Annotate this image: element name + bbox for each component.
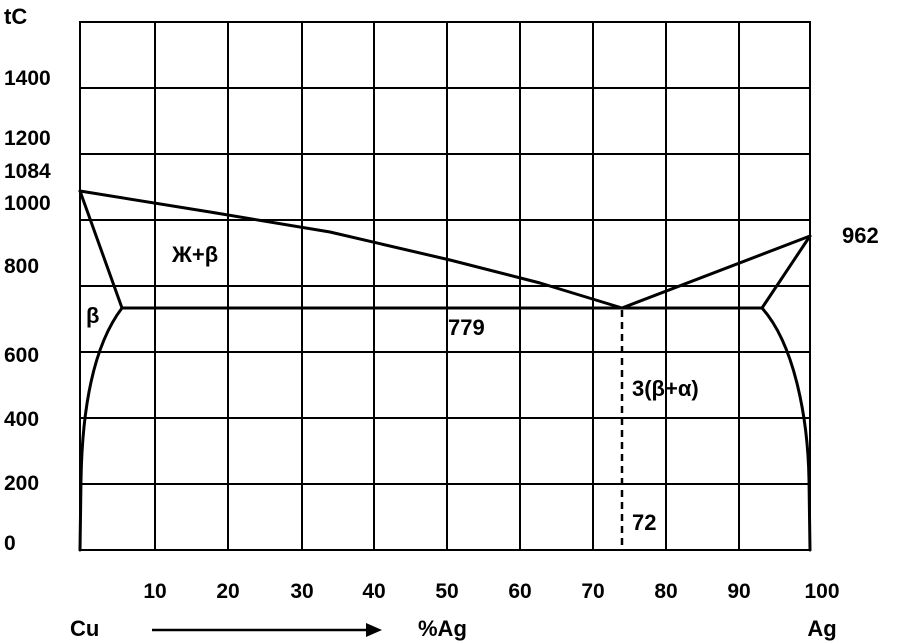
region-eutectic-mixture: 3(β+α) <box>632 376 699 401</box>
x-tick: 40 <box>362 580 385 603</box>
x-tick: 30 <box>290 580 313 603</box>
x-axis-label: %Ag <box>418 616 467 641</box>
y-tick: 1200 <box>4 127 51 150</box>
ag-melting-point-label: 962 <box>842 223 879 248</box>
eutectic-temperature-label: 779 <box>448 315 485 340</box>
right-component-label: Ag <box>807 616 836 641</box>
y-ticks: 1400 1200 1084 1000 800 600 400 200 0 <box>4 67 51 555</box>
eutectic-composition-label: 72 <box>632 510 656 535</box>
solidus-left <box>78 189 124 310</box>
x-tick: 80 <box>654 580 677 603</box>
phase-lines <box>78 189 812 552</box>
x-ticks: 10 20 30 40 50 60 70 80 90 100 <box>143 580 839 603</box>
x-tick: 50 <box>435 580 458 603</box>
y-tick: 1084 <box>4 160 51 183</box>
left-component-label: Cu <box>70 616 99 641</box>
arrow-head-icon <box>366 623 382 637</box>
liquidus-right <box>620 234 812 310</box>
solidus-right <box>760 234 812 310</box>
y-tick: 600 <box>4 344 39 367</box>
y-tick: 1000 <box>4 192 51 215</box>
y-axis-label: tC <box>4 4 27 29</box>
composition-arrow <box>152 623 382 637</box>
y-tick: 1400 <box>4 67 51 90</box>
x-tick: 10 <box>143 580 166 603</box>
y-tick: 0 <box>4 532 16 555</box>
solvus-left <box>78 306 124 552</box>
x-tick: 70 <box>581 580 604 603</box>
x-tick: 20 <box>216 580 239 603</box>
solvus-right <box>760 306 812 552</box>
x-tick: 100 <box>804 580 839 603</box>
liquidus-left <box>78 189 624 310</box>
x-tick: 60 <box>508 580 531 603</box>
y-tick: 400 <box>4 408 39 431</box>
x-tick: 90 <box>727 580 750 603</box>
region-liquid-beta: Ж+β <box>171 242 218 267</box>
y-tick: 200 <box>4 472 39 495</box>
region-beta: β <box>86 303 99 328</box>
y-tick: 800 <box>4 255 39 278</box>
grid <box>79 21 811 551</box>
